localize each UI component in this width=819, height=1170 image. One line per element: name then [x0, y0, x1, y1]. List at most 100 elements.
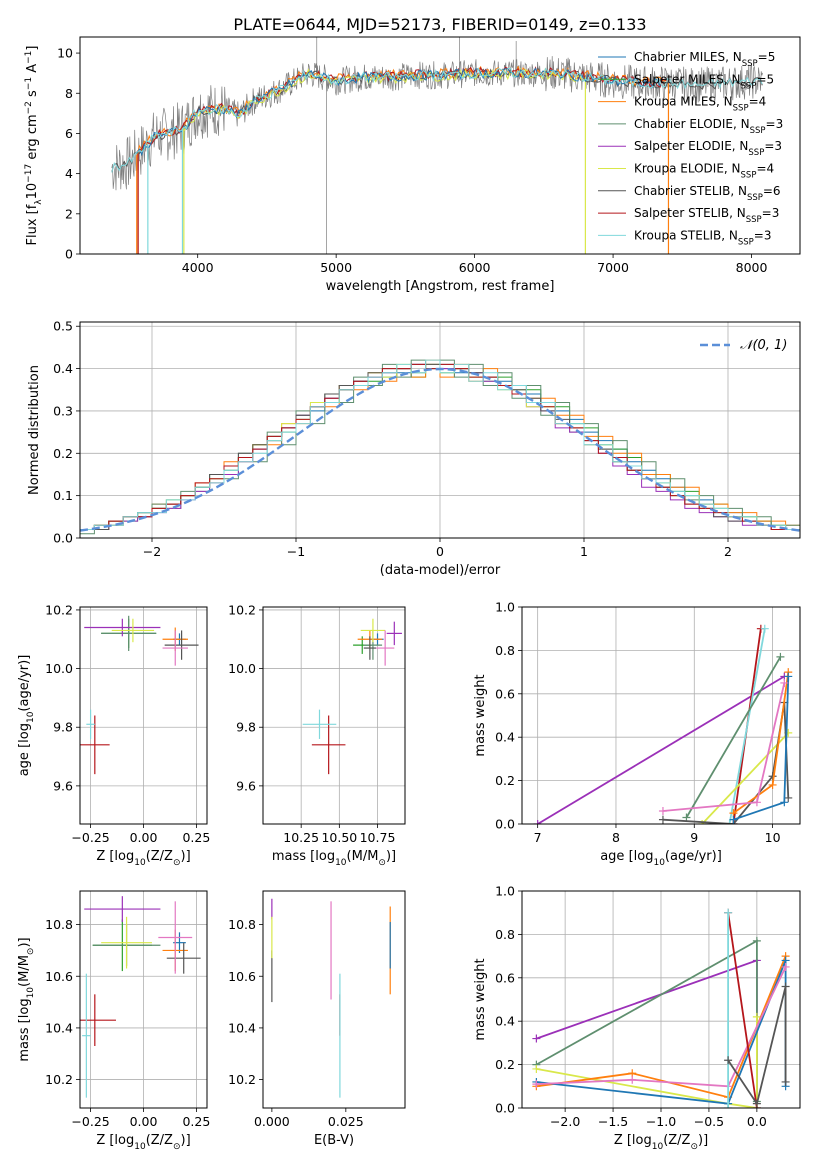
weight-series-line — [701, 732, 789, 824]
x-tick-label: 8 — [612, 830, 620, 845]
data-point-marker — [729, 815, 738, 824]
x-tick-label: 0.25 — [182, 830, 210, 845]
y-tick-label: 10.8 — [45, 917, 73, 932]
data-point-marker — [780, 798, 789, 807]
y-tick-label: 10.2 — [228, 1072, 256, 1087]
x-tick-label: 10 — [765, 830, 781, 845]
y-tick-label: 0.4 — [495, 730, 515, 745]
chart-mass_vs_age: 10.25 10.50 10.75 9.6 9.8 10.0 10.2 mass [log10… — [228, 602, 406, 868]
y-tick-label: 0.0 — [53, 531, 73, 546]
x-tick-label: 4000 — [182, 260, 214, 275]
legend-label: Kroupa STELIB, NSSP=3 — [634, 228, 772, 247]
x-tick-label: 9 — [690, 830, 698, 845]
data-point-marker — [725, 820, 734, 824]
data-point-marker — [784, 793, 793, 802]
y-tick-label: 0.1 — [53, 488, 73, 503]
legend-label: Kroupa ELODIE, NSSP=4 — [634, 162, 774, 181]
plot-area — [522, 891, 800, 1108]
x-tick-label: −2 — [143, 544, 161, 559]
y-axis-label: mass weight — [473, 674, 488, 756]
weight-series-line — [537, 675, 785, 824]
data-point-marker — [658, 806, 667, 815]
x-axis-label: Z [log10(Z/Z⊙)] — [96, 1133, 190, 1152]
x-tick-label: −1.0 — [646, 1114, 676, 1129]
y-tick-label: 0.0 — [495, 1101, 515, 1116]
data-point-marker — [682, 813, 691, 822]
y-tick-label: 0.5 — [53, 319, 73, 334]
x-tick-label: 7000 — [597, 260, 629, 275]
x-tick-label: −1 — [287, 544, 305, 559]
plot-area — [111, 37, 763, 254]
data-point-marker — [752, 1099, 761, 1108]
y-tick-label: 9.8 — [236, 720, 256, 735]
y-tick-label: 10.0 — [45, 661, 73, 676]
x-tick-label: 0.000 — [254, 1114, 290, 1129]
y-tick-label: 0.3 — [53, 403, 73, 418]
x-tick-label: −1.5 — [598, 1114, 628, 1129]
data-point-marker — [532, 1034, 541, 1043]
y-tick-label: 10.2 — [45, 602, 73, 617]
x-tick-label: −0.25 — [71, 1114, 109, 1129]
x-tick-label: 0.25 — [182, 1114, 210, 1129]
y-axis-label: mass [log10(M/M⊙)] — [17, 937, 36, 1061]
x-tick-label: 0.0 — [747, 1114, 767, 1129]
axes-frame — [262, 890, 406, 1109]
legend-label: Chabrier STELIB, NSSP=6 — [634, 184, 781, 203]
data-point-marker — [768, 780, 777, 789]
x-axis-label: mass [log10(M/M⊙)] — [272, 849, 396, 868]
data-point-marker — [752, 936, 761, 945]
x-tick-label: 6000 — [459, 260, 491, 275]
y-tick-label: 10.0 — [228, 661, 256, 676]
model-spectrum-line — [136, 67, 661, 157]
plot-area — [80, 891, 207, 1108]
weight-series-line — [536, 1016, 758, 1108]
y-tick-label: 1.0 — [495, 600, 515, 615]
y-tick-label: 0 — [65, 247, 73, 262]
data-point-marker — [724, 908, 733, 917]
y-tick-label: 0.6 — [495, 970, 515, 985]
x-tick-label: 5000 — [320, 260, 352, 275]
plot-area — [522, 607, 800, 824]
y-tick-label: 10.6 — [45, 969, 73, 984]
y-tick-label: 0.4 — [495, 1014, 515, 1029]
x-axis-label: (data-model)/error — [380, 563, 501, 578]
x-axis-label: age [log10(age/yr)] — [600, 849, 722, 868]
x-tick-label: 0.00 — [130, 1114, 158, 1129]
weight-series-line — [536, 966, 787, 1088]
plot-area — [263, 607, 405, 824]
weight-series-line — [727, 986, 787, 1106]
data-point-marker — [781, 1077, 790, 1086]
legend-label: 𝒩(0, 1) — [740, 338, 787, 353]
data-point-marker — [532, 1064, 541, 1073]
y-axis-label: age [log10(age/yr)] — [17, 655, 36, 777]
data-point-marker — [658, 815, 667, 824]
plot-area — [80, 322, 800, 538]
x-tick-label: 10.25 — [283, 830, 319, 845]
axes-frame — [521, 890, 801, 1109]
data-point-marker — [776, 652, 785, 661]
axes-frame — [521, 606, 801, 825]
legend-label: Salpeter STELIB, NSSP=3 — [634, 206, 779, 225]
legend-label: Kroupa MILES, NSSP=4 — [634, 95, 766, 114]
x-axis-label: E(B-V) — [314, 1133, 354, 1148]
y-tick-label: 0.8 — [495, 927, 515, 942]
y-axis-label: mass weight — [473, 958, 488, 1040]
y-tick-label: 4 — [65, 166, 73, 181]
y-tick-label: 0.0 — [495, 817, 515, 832]
plot-area — [80, 607, 207, 824]
y-tick-label: 0.4 — [53, 361, 73, 376]
data-point-marker — [752, 1012, 761, 1021]
x-tick-label: 0.025 — [328, 1114, 364, 1129]
axes-frame — [79, 890, 208, 1109]
legend: Chabrier MILES, NSSP=5 Salpeter MILES, NS… — [598, 50, 783, 247]
x-tick-label: −2.0 — [550, 1114, 580, 1129]
x-tick-label: 0.00 — [130, 830, 158, 845]
y-tick-label: 0.2 — [495, 773, 515, 788]
data-point-marker — [780, 678, 789, 687]
legend-label: Salpeter MILES, NSSP=5 — [634, 72, 774, 91]
x-tick-label: 1 — [580, 544, 588, 559]
chart-z_vs_mass_weight: −2.0 −1.5 −1.0 −0.5 0.0 0.0 0.2 0.4 0.6 0.8 1.0 Z [… — [473, 884, 801, 1152]
